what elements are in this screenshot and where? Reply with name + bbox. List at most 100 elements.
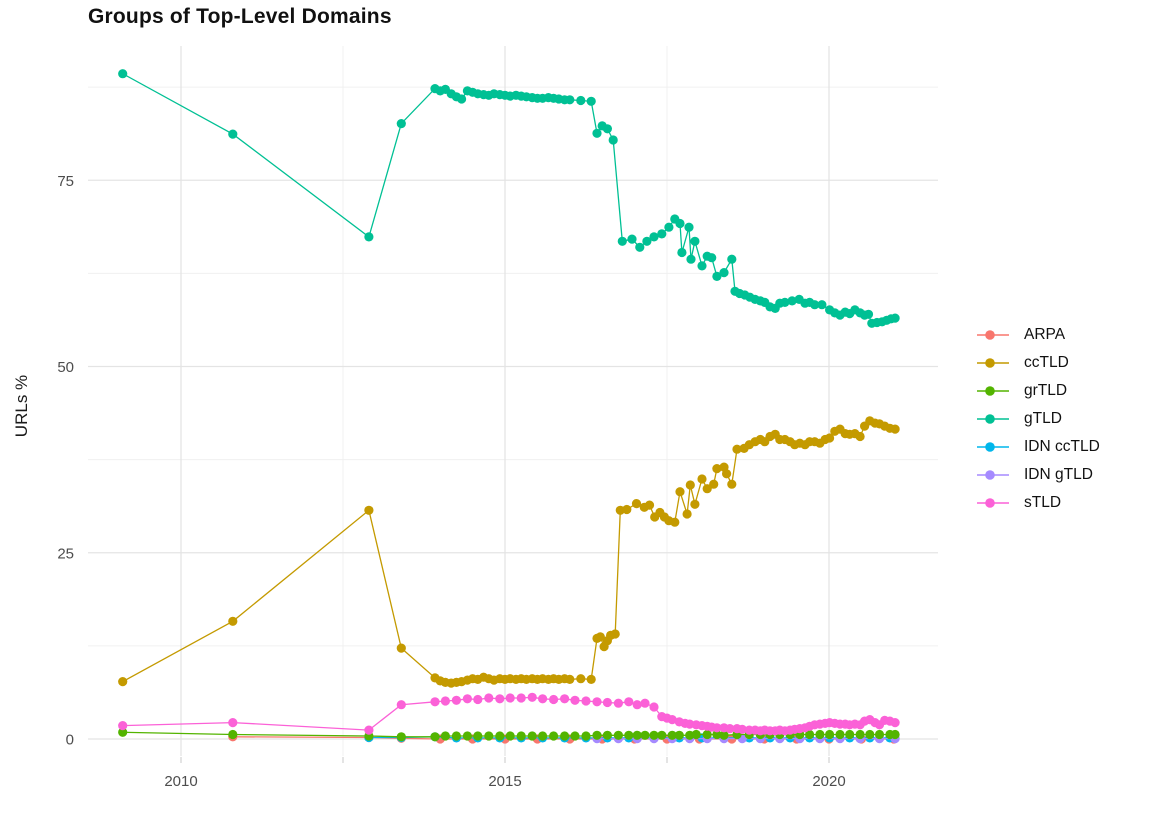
data-point-gtld — [677, 247, 687, 258]
data-point-stld — [667, 715, 677, 725]
legend-key-point — [985, 386, 995, 396]
data-point-cctld — [722, 469, 732, 479]
data-point-stld — [527, 692, 537, 702]
legend-label: grTLD — [1024, 382, 1068, 399]
data-point-cctld — [118, 677, 128, 687]
series-stld — [118, 692, 900, 736]
data-point-grtld — [516, 731, 526, 741]
data-point-gtld — [719, 268, 729, 278]
data-point-grtld — [602, 730, 613, 740]
x-tick-label: 2015 — [488, 773, 521, 790]
legend-label: IDN gTLD — [1024, 466, 1093, 483]
data-point-stld — [640, 698, 650, 708]
data-point-grtld — [495, 731, 505, 741]
data-point-grtld — [118, 727, 128, 737]
y-axis-title: URLs % — [12, 374, 31, 438]
data-point-grtld — [691, 729, 701, 740]
legend-item-stld: sTLD — [976, 489, 1100, 517]
data-point-gtld — [649, 232, 659, 242]
data-point-grtld — [473, 731, 483, 741]
data-point-cctld — [622, 504, 632, 515]
data-point-cctld — [855, 431, 865, 442]
x-tick-label: 2010 — [164, 773, 197, 790]
data-point-stld — [570, 695, 580, 705]
data-point-grtld — [865, 729, 875, 740]
data-point-cctld — [396, 643, 406, 653]
data-point-stld — [581, 696, 591, 706]
legend-label: sTLD — [1024, 494, 1062, 511]
data-point-cctld — [364, 505, 374, 515]
legend-item-grtld: grTLD — [976, 377, 1100, 405]
data-point-cctld — [682, 509, 692, 519]
data-point-gtld — [707, 253, 717, 263]
legend-key-icon — [977, 498, 1009, 508]
data-point-stld — [649, 702, 659, 712]
data-point-cctld — [690, 499, 700, 509]
data-point-stld — [712, 723, 722, 733]
data-point-stld — [430, 697, 440, 707]
data-point-grtld — [835, 729, 845, 740]
data-point-grtld — [613, 730, 624, 740]
data-point-gtld — [657, 229, 667, 239]
data-point-gtld — [118, 69, 128, 79]
data-point-cctld — [631, 499, 642, 509]
data-point-grtld — [396, 732, 406, 742]
data-point-grtld — [890, 729, 900, 740]
series-cctld — [118, 416, 900, 688]
data-point-grtld — [570, 731, 580, 741]
data-point-cctld — [890, 424, 900, 434]
data-point-grtld — [440, 731, 450, 741]
legend-item-idn-cctld: IDN ccTLD — [976, 433, 1100, 461]
data-point-stld — [592, 697, 602, 707]
data-point-grtld — [527, 731, 537, 741]
data-point-grtld — [451, 731, 461, 741]
legend-key-icon — [977, 442, 1009, 452]
legend-label: ccTLD — [1024, 354, 1069, 371]
data-point-cctld — [610, 629, 620, 639]
data-point-grtld — [667, 730, 677, 740]
data-point-gtld — [890, 313, 900, 323]
data-point-grtld — [484, 731, 494, 741]
chart-title: Groups of Top-Level Domains — [88, 5, 392, 28]
legend: ARPA ccTLD grTLD gTLD IDN ccTLD IDN gTLD sTLD — [976, 321, 1100, 517]
data-point-gtld — [627, 234, 637, 244]
data-point-gtld — [602, 124, 613, 134]
data-point-grtld — [581, 731, 591, 741]
data-point-stld — [505, 693, 515, 703]
legend-key-icon — [977, 330, 1009, 340]
data-point-grtld — [462, 731, 472, 741]
data-point-stld — [462, 694, 472, 704]
legend-item-arpa: ARPA — [976, 321, 1100, 349]
data-point-gtld — [664, 222, 674, 232]
data-point-grtld — [874, 729, 885, 740]
y-tick-label: 50 — [57, 359, 74, 376]
gridlines — [88, 46, 938, 756]
data-point-cctld — [595, 632, 605, 642]
data-point-grtld — [657, 730, 667, 740]
data-point-gtld — [457, 94, 467, 104]
data-point-stld — [624, 697, 634, 707]
data-point-stld — [560, 694, 570, 704]
data-point-stld — [549, 694, 559, 705]
data-point-cctld — [228, 616, 238, 626]
data-point-gtld — [697, 261, 707, 271]
data-point-cctld — [685, 480, 695, 490]
data-point-grtld — [538, 731, 548, 741]
data-point-gtld — [396, 119, 406, 129]
legend-key-point — [985, 358, 995, 368]
legend-key-icon — [977, 386, 1009, 396]
legend-item-gtld: gTLD — [976, 405, 1100, 433]
legend-key-icon — [977, 358, 1009, 368]
data-point-stld — [473, 694, 483, 705]
series-line-gtld — [122, 73, 896, 325]
data-point-stld — [396, 700, 406, 710]
series-line-cctld — [122, 420, 896, 684]
data-point-stld — [725, 724, 735, 734]
data-point-grtld — [228, 729, 238, 740]
data-point-gtld — [675, 218, 685, 229]
data-point-grtld — [855, 729, 865, 740]
legend-item-idn-gtld: IDN gTLD — [976, 461, 1100, 489]
data-point-stld — [890, 718, 900, 728]
data-point-gtld — [690, 236, 700, 246]
